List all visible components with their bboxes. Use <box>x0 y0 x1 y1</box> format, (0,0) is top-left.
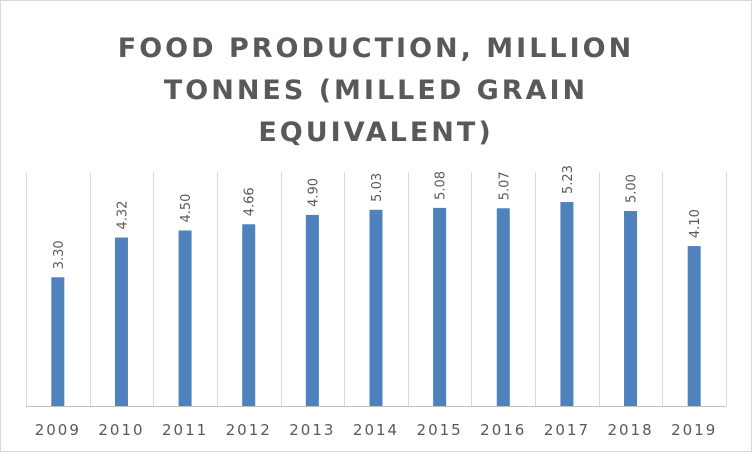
bar-2012 <box>242 224 256 406</box>
bar-2011 <box>178 230 192 406</box>
bar-2019 <box>687 246 701 406</box>
x-tick-label-2011: 2011 <box>162 421 208 439</box>
x-tick-label-2012: 2012 <box>226 421 272 439</box>
x-tick-label-2010: 2010 <box>98 421 144 439</box>
x-tick-label-2016: 2016 <box>480 421 526 439</box>
data-label-2014: 5.03 <box>370 173 385 202</box>
bar-2016 <box>496 208 510 406</box>
x-tick-label-2013: 2013 <box>289 421 335 439</box>
bar-2017 <box>560 202 574 406</box>
x-tick-label-2015: 2015 <box>417 421 463 439</box>
bar-2010 <box>114 237 128 406</box>
bar-2013 <box>305 214 319 406</box>
x-tick-label-2019: 2019 <box>671 421 717 439</box>
chart-title-line-3: EQUIVALENT) <box>258 117 494 148</box>
data-label-2012: 4.66 <box>243 187 258 216</box>
chart-title-line-2: TONNES (MILLED GRAIN <box>163 75 589 106</box>
chart-title-line-1: FOOD PRODUCTION, MILLION <box>117 33 635 64</box>
data-label-2015: 5.08 <box>434 171 449 200</box>
chart-title: FOOD PRODUCTION, MILLION TONNES (MILLED … <box>0 28 752 154</box>
bar-2018 <box>624 211 638 406</box>
data-label-2011: 4.50 <box>179 194 194 223</box>
data-label-2010: 4.32 <box>115 201 130 230</box>
data-label-2017: 5.23 <box>561 165 576 194</box>
data-label-2019: 4.10 <box>688 209 703 238</box>
data-label-2009: 3.30 <box>52 240 67 269</box>
data-label-2018: 5.00 <box>625 174 640 203</box>
data-label-2013: 4.90 <box>306 178 321 207</box>
x-tick-label-2009: 2009 <box>35 421 81 439</box>
x-tick-label-2018: 2018 <box>607 421 653 439</box>
bar-2015 <box>433 207 447 406</box>
x-tick-label-2017: 2017 <box>544 421 590 439</box>
bar-2009 <box>51 277 65 406</box>
bar-2014 <box>369 209 383 406</box>
x-tick-label-2014: 2014 <box>353 421 399 439</box>
data-label-2016: 5.07 <box>497 171 512 200</box>
